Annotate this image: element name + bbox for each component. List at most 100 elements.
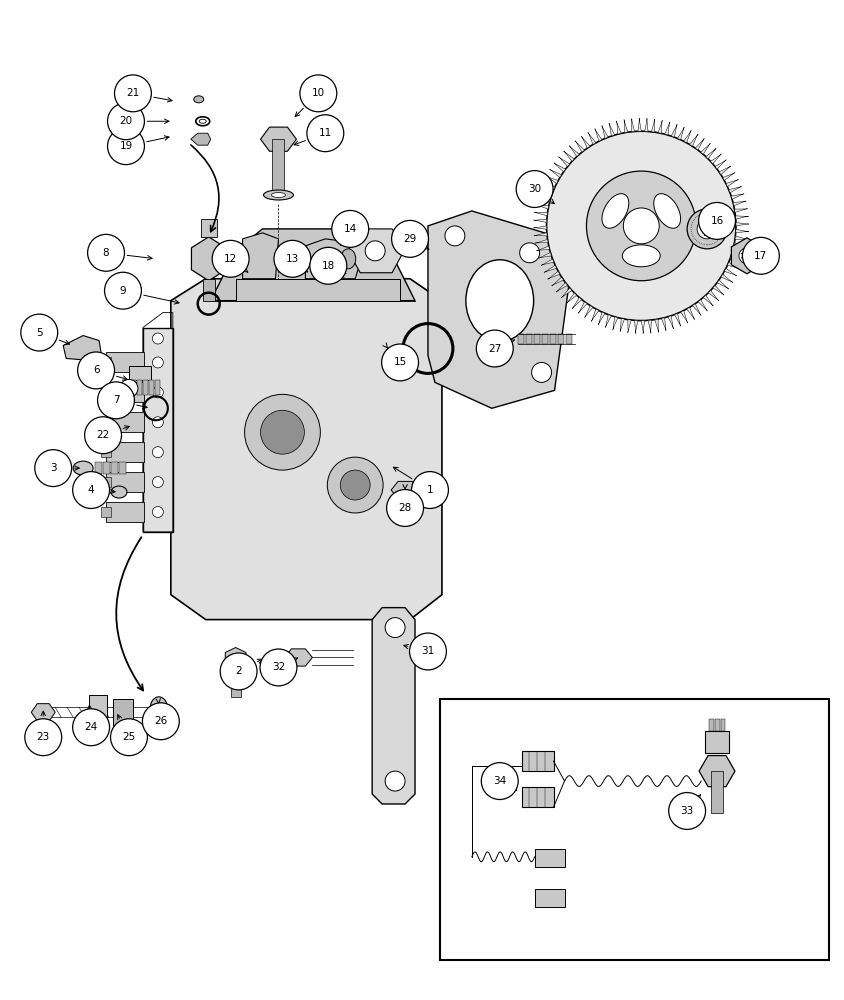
Polygon shape [684,130,691,143]
Polygon shape [63,336,101,360]
Bar [549,334,555,344]
Polygon shape [635,320,638,333]
Text: 24: 24 [84,722,98,732]
Polygon shape [31,704,55,721]
Polygon shape [559,157,570,166]
Polygon shape [717,280,728,289]
Text: 9: 9 [120,286,127,296]
Polygon shape [690,134,698,146]
Polygon shape [534,233,547,236]
Text: 23: 23 [36,732,50,742]
Polygon shape [692,304,701,316]
Bar [101,357,111,367]
Circle shape [300,75,337,112]
Polygon shape [191,133,211,145]
Bar [101,417,111,427]
Bar [558,334,564,344]
Polygon shape [170,279,442,620]
Polygon shape [736,229,749,233]
Bar [101,477,111,487]
Polygon shape [715,160,727,169]
Bar [711,771,723,813]
Text: 19: 19 [119,141,133,151]
Circle shape [520,243,539,263]
Circle shape [743,237,779,274]
Bar [131,380,136,395]
Polygon shape [306,239,362,279]
Circle shape [385,618,405,638]
Bar [119,462,126,474]
Circle shape [385,771,405,791]
Polygon shape [609,123,614,136]
Circle shape [409,633,446,670]
Polygon shape [349,229,405,273]
Ellipse shape [263,190,294,200]
Polygon shape [548,271,560,279]
Circle shape [98,382,134,419]
Polygon shape [706,148,717,159]
Text: 7: 7 [113,395,119,405]
Polygon shape [554,163,565,172]
Ellipse shape [194,96,203,103]
Circle shape [153,417,164,428]
Bar [103,462,110,474]
Bar [235,279,400,301]
Polygon shape [578,302,587,313]
Circle shape [481,763,518,800]
Polygon shape [724,268,737,276]
Text: 15: 15 [393,357,407,367]
Text: 1: 1 [427,485,433,495]
Bar [534,849,565,867]
Polygon shape [620,318,625,332]
Polygon shape [734,208,748,212]
Ellipse shape [466,260,533,342]
Polygon shape [546,176,558,184]
Polygon shape [668,316,674,329]
Polygon shape [605,315,611,327]
Circle shape [212,240,249,277]
Polygon shape [728,186,742,193]
Text: 27: 27 [488,344,501,354]
Polygon shape [372,608,415,804]
Circle shape [532,362,552,382]
Bar [143,328,173,532]
Text: 29: 29 [403,234,417,244]
Text: 11: 11 [319,128,332,138]
Circle shape [517,171,553,207]
Polygon shape [701,143,711,154]
Bar [106,442,144,462]
Circle shape [88,234,124,271]
Circle shape [111,719,148,756]
Polygon shape [662,318,666,331]
Text: 16: 16 [711,216,723,226]
Polygon shape [552,277,564,286]
Bar [533,334,539,344]
Polygon shape [261,127,296,151]
Polygon shape [733,201,746,206]
Polygon shape [655,319,658,332]
Polygon shape [638,118,641,131]
Circle shape [387,490,424,526]
Circle shape [697,219,717,239]
Polygon shape [564,151,574,161]
Bar [203,279,214,301]
Polygon shape [544,265,556,273]
Polygon shape [539,190,553,196]
Circle shape [332,210,369,247]
Circle shape [220,653,257,690]
Polygon shape [538,253,551,258]
Circle shape [327,457,383,513]
Text: 25: 25 [122,732,136,742]
Bar [101,447,111,457]
Circle shape [739,248,755,264]
Circle shape [153,333,164,344]
Polygon shape [711,154,722,164]
Text: 10: 10 [311,88,325,98]
Polygon shape [730,256,743,262]
Bar [106,352,144,372]
Text: 5: 5 [36,328,42,338]
Polygon shape [735,236,748,240]
Polygon shape [736,223,749,226]
Polygon shape [566,293,576,304]
Polygon shape [648,320,652,333]
